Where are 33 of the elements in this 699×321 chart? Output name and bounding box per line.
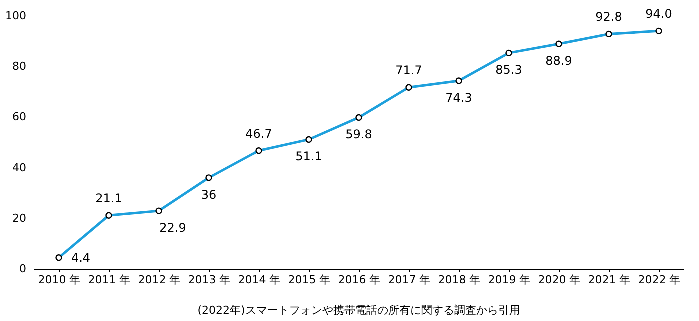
y-tick-label: 0 bbox=[20, 262, 26, 276]
data-label: 92.8 bbox=[596, 10, 622, 24]
data-label: 51.1 bbox=[296, 150, 322, 164]
x-tick-label: 2016 年 bbox=[338, 274, 381, 286]
data-label: 85.3 bbox=[496, 63, 522, 78]
data-label: 71.7 bbox=[396, 64, 422, 78]
text: (2022年)スマートフォンや携帯電話の所有に関する調査から引用 bbox=[198, 304, 520, 317]
x-tick-label: 2012 年 bbox=[138, 274, 181, 286]
x-tick-label: 2015 年 bbox=[288, 274, 331, 286]
data-label: 21.1 bbox=[96, 192, 122, 206]
y-tick-label: 60 bbox=[12, 110, 26, 124]
x-tick-label: 2013 年 bbox=[188, 274, 231, 286]
data-label: 59.8 bbox=[346, 128, 372, 142]
y-tick-label: 80 bbox=[12, 60, 26, 74]
y-tick-label: 40 bbox=[12, 161, 26, 174]
x-tick-label: 2017 年 bbox=[388, 274, 431, 286]
x-tick-label: 2011 年 bbox=[88, 274, 131, 286]
x-tick-label: 2021 年 bbox=[588, 274, 631, 286]
x-tick-label: 2014 年 bbox=[238, 274, 281, 286]
y-tick-label: 100 bbox=[6, 10, 26, 22]
data-label: 46.7 bbox=[246, 126, 272, 141]
data-label: 36 bbox=[201, 188, 217, 202]
data-label: 94.0 bbox=[646, 7, 672, 22]
data-label: 4.4 bbox=[71, 250, 91, 265]
x-tick-label: 2019 年 bbox=[488, 274, 531, 286]
x-tick-label: 2010 年 bbox=[38, 274, 81, 286]
x-tick-label: 2018 年 bbox=[438, 274, 481, 286]
data-label: 74.3 bbox=[446, 91, 472, 106]
y-tick-label: 20 bbox=[12, 212, 26, 225]
x-tick-label: 2022 年 bbox=[638, 274, 681, 286]
x-tick-label: 2020 年 bbox=[538, 274, 581, 286]
data-label: 88.9 bbox=[546, 54, 572, 68]
data-label: 22.9 bbox=[160, 221, 186, 236]
